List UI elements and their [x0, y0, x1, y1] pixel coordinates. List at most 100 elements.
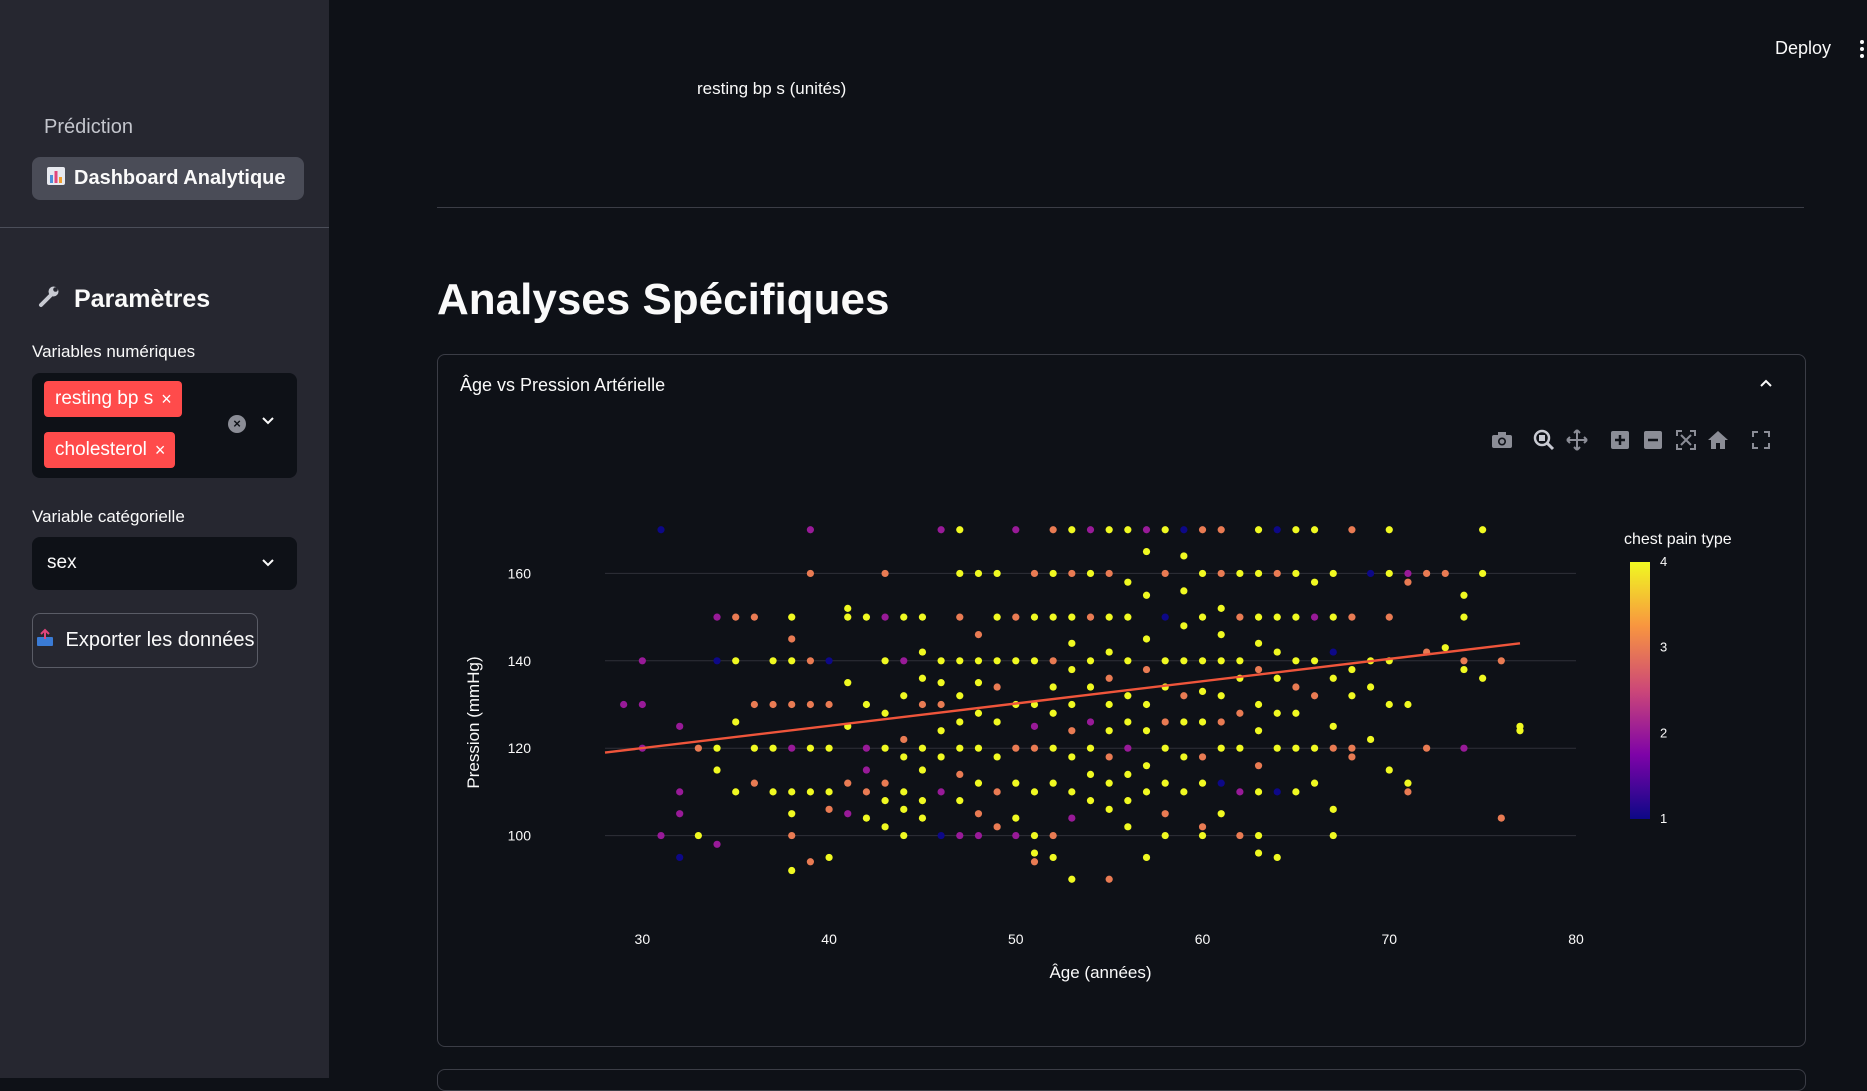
clear-all-icon[interactable]: × — [228, 415, 246, 433]
scatter-point — [1030, 744, 1039, 752]
scatter-point — [1161, 779, 1169, 787]
scatter-point — [1385, 766, 1393, 774]
scatter-point — [825, 700, 833, 709]
chevron-down-icon — [260, 555, 276, 576]
remove-tag-icon[interactable]: × — [161, 388, 172, 409]
scatter-point — [1198, 657, 1207, 665]
reset-axes-icon[interactable] — [1706, 428, 1730, 452]
camera-icon[interactable] — [1490, 428, 1514, 452]
scatter-point — [918, 648, 927, 656]
scatter-point — [881, 613, 889, 621]
scatter-point — [1292, 613, 1300, 621]
scatter-point — [825, 744, 833, 752]
zoom-icon[interactable] — [1532, 428, 1556, 452]
scatter-point — [1441, 644, 1449, 652]
scatter-point — [918, 744, 927, 752]
scatter-point — [1423, 569, 1431, 578]
chevron-down-icon[interactable] — [260, 413, 276, 434]
scatter-point — [1254, 665, 1263, 674]
scatter-point — [1404, 700, 1412, 709]
scatter-point — [1385, 569, 1393, 578]
tag-label: resting bp s — [55, 388, 154, 409]
nav-item-label: Dashboard Analytique — [74, 167, 286, 189]
scatter-point — [900, 831, 908, 840]
scatter-point — [1142, 635, 1151, 643]
scatter-point — [1012, 744, 1020, 752]
scatter-point — [1086, 657, 1095, 665]
scatter-point — [1292, 569, 1300, 578]
scatter-point — [1217, 604, 1225, 612]
scatter-point — [1180, 753, 1188, 761]
fullscreen-icon[interactable] — [1749, 428, 1773, 452]
scatter-point — [1292, 744, 1300, 752]
scatter-point — [825, 788, 833, 796]
scatter-point — [750, 700, 758, 709]
scatter-point — [1273, 709, 1281, 717]
scatter-point — [1180, 657, 1188, 665]
export-data-button[interactable]: Exporter les données — [32, 613, 258, 668]
scatter-point — [1161, 718, 1169, 726]
tag-resting-bp-s: resting bp s × — [44, 381, 182, 417]
numeric-vars-multiselect[interactable]: resting bp s × cholesterol × × — [32, 373, 297, 478]
scatter-point — [1423, 744, 1431, 752]
expander-title[interactable]: Âge vs Pression Artérielle — [460, 375, 666, 395]
zoom-out-icon[interactable] — [1641, 428, 1665, 452]
scatter-point — [1124, 823, 1132, 831]
scatter-point — [806, 858, 815, 866]
scatter-point — [956, 770, 964, 779]
scatter-point — [732, 657, 740, 665]
scatter-point — [1329, 744, 1337, 752]
scatter-point — [713, 840, 721, 848]
scatter-point — [694, 831, 702, 840]
outbox-icon — [35, 628, 55, 654]
chevron-up-icon[interactable] — [1758, 375, 1774, 396]
scatter-point — [1292, 709, 1300, 717]
scatter-point — [1161, 810, 1169, 818]
scatter-point — [1404, 578, 1412, 586]
scatter-point — [1105, 526, 1113, 534]
scatter-point — [844, 779, 852, 787]
pan-icon[interactable] — [1565, 428, 1589, 452]
nav-item-prediction[interactable]: Prédiction — [44, 116, 133, 138]
categorical-var-select[interactable]: sex — [32, 537, 297, 590]
zoom-in-icon[interactable] — [1608, 428, 1632, 452]
scatter-point — [900, 735, 908, 744]
scatter-point — [900, 788, 908, 796]
metric-label: resting bp s (unités) — [697, 79, 847, 98]
colorbar-tick-label: 3 — [1660, 640, 1667, 655]
scatter-point — [1049, 613, 1057, 621]
scatter-point — [1068, 639, 1076, 647]
scatter-point — [1460, 665, 1468, 674]
scatter-point — [918, 766, 927, 774]
more-vertical-icon[interactable] — [1859, 39, 1865, 64]
scatter-point — [1068, 569, 1076, 578]
scatter-point — [1049, 831, 1057, 840]
params-heading: Paramètres — [36, 283, 210, 316]
scatter-point — [974, 744, 983, 752]
scatter-point — [1217, 779, 1225, 787]
scatter-point — [918, 674, 927, 682]
scatter-point — [806, 788, 815, 796]
scatter-point — [937, 526, 945, 534]
scatter-point — [1105, 674, 1113, 682]
scatter-point — [956, 526, 964, 534]
scatter-point — [1404, 788, 1412, 796]
nav-item-dashboard[interactable]: Dashboard Analytique — [32, 157, 304, 200]
autoscale-icon[interactable] — [1674, 428, 1698, 452]
scatter-point — [1012, 613, 1020, 621]
scatter-point — [1236, 657, 1244, 665]
scatter-point — [825, 805, 833, 813]
scatter-point — [1310, 613, 1319, 621]
scatter-point — [862, 613, 871, 621]
deploy-button[interactable]: Deploy — [1775, 38, 1832, 58]
scatter-point — [1329, 831, 1337, 840]
x-tick-label: 40 — [821, 931, 837, 947]
scatter-point — [881, 569, 889, 578]
scatter-point — [956, 569, 964, 578]
scatter-point — [1348, 613, 1356, 621]
scatter-point — [844, 679, 852, 687]
remove-tag-icon[interactable]: × — [154, 439, 166, 460]
scatter-point — [993, 569, 1001, 578]
scatter-point — [1105, 648, 1113, 656]
